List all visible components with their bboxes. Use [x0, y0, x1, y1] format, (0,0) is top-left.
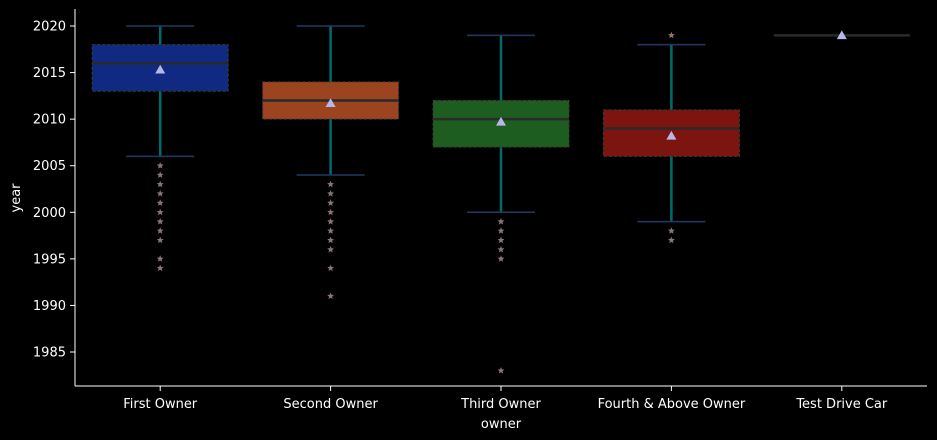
- outlier-point: [327, 180, 335, 188]
- y-axis-label: year: [9, 183, 24, 213]
- outlier-point: [497, 245, 505, 253]
- outlier-point: [327, 236, 335, 244]
- x-tick-label: Fourth & Above Owner: [598, 397, 746, 412]
- outlier-point: [156, 264, 164, 272]
- outlier-point: [497, 255, 505, 262]
- x-axis-label: owner: [481, 417, 522, 432]
- y-tick-label: 1985: [33, 346, 66, 361]
- outlier-point: [156, 227, 164, 234]
- outlier-point: [327, 245, 335, 253]
- outlier-point: [156, 162, 164, 169]
- outlier-point: [156, 255, 164, 262]
- plot-area: [91, 25, 910, 374]
- y-tick-label: 2005: [33, 159, 66, 174]
- outlier-point: [156, 218, 164, 225]
- mean-marker: [496, 116, 506, 126]
- outlier-point: [667, 31, 675, 39]
- y-tick-label: 2015: [33, 66, 66, 81]
- outlier-point: [327, 190, 335, 197]
- x-tick-label: Third Owner: [460, 397, 541, 412]
- box-group: [773, 30, 910, 40]
- box-group: [91, 25, 229, 272]
- outlier-point: [156, 208, 164, 216]
- outlier-point: [497, 218, 505, 225]
- box-group: [602, 31, 740, 244]
- y-tick-label: 2010: [33, 113, 66, 128]
- mean-marker: [325, 98, 336, 108]
- mean-marker: [155, 64, 166, 74]
- outlier-point: [327, 208, 335, 216]
- outlier-point: [156, 171, 164, 178]
- outlier-point: [327, 227, 335, 234]
- outlier-point: [497, 236, 505, 244]
- outlier-point: [327, 264, 335, 272]
- y-tick-label: 1995: [33, 252, 66, 267]
- y-tick-label: 2000: [33, 206, 66, 221]
- box-group: [432, 34, 570, 374]
- outlier-point: [156, 190, 164, 197]
- outlier-point: [327, 218, 335, 225]
- outlier-point: [327, 292, 335, 300]
- y-axis-ticks: 1985 1990 1995 2000 2005 2010 2015 2020: [33, 20, 75, 361]
- mean-marker: [836, 30, 847, 40]
- outlier-point: [497, 367, 505, 374]
- box-group: [262, 25, 400, 300]
- x-axis-ticks: First Owner Second Owner Third Owner Fourth…: [123, 386, 888, 412]
- mean-marker: [666, 130, 677, 140]
- x-tick-label: Second Owner: [283, 397, 378, 412]
- outlier-point: [667, 227, 675, 234]
- y-tick-label: 2020: [33, 20, 66, 35]
- y-tick-label: 1990: [33, 299, 66, 314]
- outlier-point: [327, 199, 335, 206]
- outlier-point: [497, 227, 505, 234]
- outlier-point: [156, 236, 164, 244]
- x-tick-label: Test Drive Car: [795, 397, 888, 412]
- outlier-point: [667, 236, 675, 244]
- x-tick-label: First Owner: [123, 397, 198, 412]
- outlier-point: [156, 199, 164, 206]
- outlier-point: [156, 180, 164, 188]
